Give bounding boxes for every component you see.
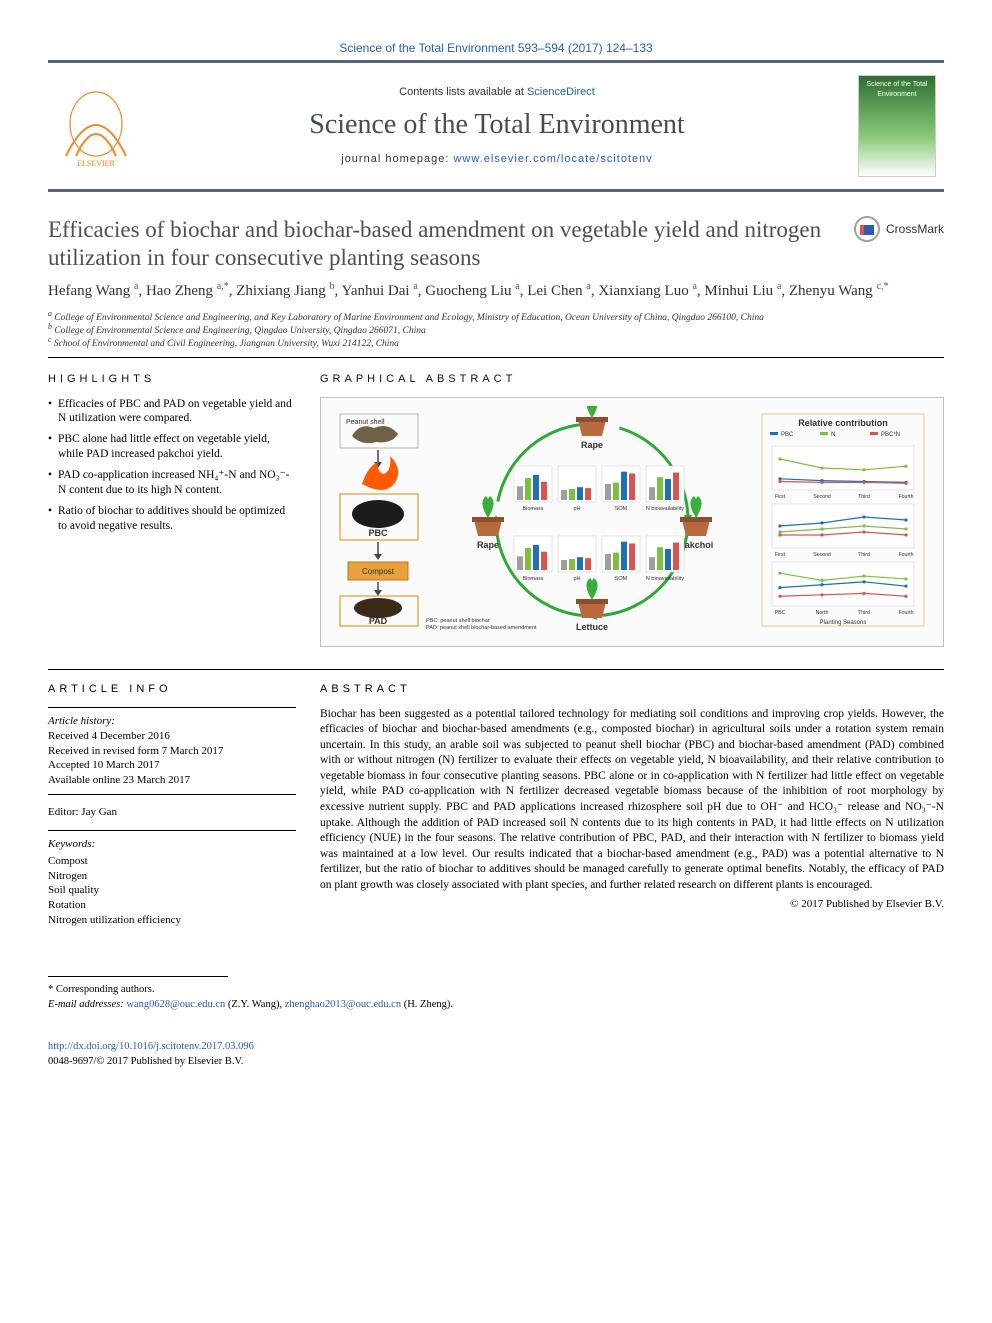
svg-text:Rape: Rape [477, 540, 499, 550]
abstract-text: Biochar has been suggested as a potentia… [320, 707, 944, 893]
svg-text:Fourth: Fourth [899, 610, 914, 616]
svg-text:SOM: SOM [615, 576, 628, 582]
article-history-label: Article history: [48, 714, 296, 729]
svg-text:Peanut shell: Peanut shell [346, 419, 385, 426]
svg-text:PBC*N: PBC*N [881, 432, 900, 438]
keyword-item: Soil quality [48, 883, 296, 898]
editor-line: Editor: Jay Gan [48, 805, 296, 820]
affiliation-line: b College of Environmental Science and E… [48, 325, 944, 337]
journal-name: Science of the Total Environment [148, 106, 846, 144]
svg-text:PBC: peanut shell biochar: PBC: peanut shell biochar [426, 618, 490, 624]
crossmark-label: CrossMark [886, 221, 944, 237]
crossmark-badge[interactable]: CrossMark [854, 216, 944, 242]
sciencedirect-link[interactable]: ScienceDirect [527, 86, 595, 98]
svg-text:Planting Seasons: Planting Seasons [820, 620, 867, 626]
abstract-section: ABSTRACT Biochar has been suggested as a… [320, 682, 944, 944]
svg-text:Third: Third [858, 610, 870, 616]
corr-email-link[interactable]: zhenghao2013@ouc.edu.cn [285, 999, 401, 1010]
svg-text:PBC: PBC [781, 432, 794, 438]
svg-text:First: First [775, 552, 786, 558]
svg-text:Relative contribution: Relative contribution [798, 418, 888, 428]
section-rule [48, 357, 944, 358]
journal-masthead: ELSEVIER Contents lists available at Sci… [48, 60, 944, 192]
history-line: Received in revised form 7 March 2017 [48, 744, 296, 759]
keyword-item: Compost [48, 854, 296, 869]
svg-text:North: North [816, 610, 829, 616]
abstract-head: ABSTRACT [320, 682, 944, 697]
svg-text:Third: Third [858, 552, 870, 558]
keyword-item: Rotation [48, 898, 296, 913]
svg-text:Rape: Rape [581, 440, 603, 450]
svg-text:First: First [775, 494, 786, 500]
keyword-item: Nitrogen [48, 869, 296, 884]
keywords-label: Keywords: [48, 837, 296, 852]
copyright-line: © 2017 Published by Elsevier B.V. [320, 897, 944, 912]
crossmark-icon [854, 216, 880, 242]
header-citation[interactable]: Science of the Total Environment 593–594… [48, 40, 944, 56]
history-line: Received 4 December 2016 [48, 729, 296, 744]
svg-text:PAD: peanut shell biochar-base: PAD: peanut shell biochar-based amendmen… [426, 625, 537, 631]
svg-text:PBC: PBC [775, 610, 786, 616]
svg-text:Second: Second [813, 494, 831, 500]
graphical-abstract-head: GRAPHICAL ABSTRACT [320, 372, 944, 387]
article-info-head: ARTICLE INFO [48, 682, 296, 697]
svg-text:pH: pH [573, 576, 580, 582]
history-line: Available online 23 March 2017 [48, 773, 296, 788]
corr-label: * Corresponding authors. [48, 983, 944, 998]
svg-text:Fourth: Fourth [899, 494, 914, 500]
highlights-section: HIGHLIGHTS Efficacies of PBC and PAD on … [48, 372, 296, 647]
highlight-item: Efficacies of PBC and PAD on vegetable y… [48, 397, 296, 427]
affiliation-line: c School of Environmental and Civil Engi… [48, 338, 944, 350]
svg-text:SOM: SOM [615, 506, 628, 512]
footer-separator [48, 976, 228, 977]
svg-text:Fourth: Fourth [899, 552, 914, 558]
footer-doi-block: http://dx.doi.org/10.1016/j.scitotenv.20… [48, 1040, 944, 1068]
graphical-abstract-section: GRAPHICAL ABSTRACT Peanut shell PBC Compos… [320, 372, 944, 647]
elsevier-logo-icon: ELSEVIER [56, 84, 136, 168]
doi-link[interactable]: http://dx.doi.org/10.1016/j.scitotenv.20… [48, 1041, 254, 1052]
authors-line: Hefang Wang a, Hao Zheng a,*, Zhixiang J… [48, 281, 944, 301]
history-line: Accepted 10 March 2017 [48, 758, 296, 773]
journal-homepage-link[interactable]: www.elsevier.com/locate/scitotenv [453, 153, 652, 165]
svg-text:Compost: Compost [362, 567, 395, 576]
svg-text:Third: Third [858, 494, 870, 500]
highlight-item: PAD co-application increased NH₄⁺-N and … [48, 468, 296, 498]
svg-text:PAD: PAD [369, 616, 388, 626]
svg-text:ELSEVIER: ELSEVIER [77, 159, 115, 168]
highlight-item: Ratio of biochar to additives should be … [48, 504, 296, 534]
svg-text:Biomass: Biomass [522, 576, 543, 582]
journal-homepage-prefix: journal homepage: [341, 153, 453, 165]
affiliations: a College of Environmental Science and E… [48, 312, 944, 351]
svg-text:Biomass: Biomass [522, 506, 543, 512]
keyword-item: Nitrogen utilization efficiency [48, 913, 296, 928]
svg-text:Second: Second [813, 552, 831, 558]
highlight-item: PBC alone had little effect on vegetable… [48, 432, 296, 462]
corr-email-link[interactable]: wang0628@ouc.edu.cn [126, 999, 225, 1010]
contents-lists-line: Contents lists available at ScienceDirec… [148, 85, 846, 100]
svg-text:PBC: PBC [368, 528, 388, 538]
svg-text:N: N [831, 432, 835, 438]
corresponding-authors-note: * Corresponding authors. E-mail addresse… [48, 983, 944, 1012]
svg-text:Lettuce: Lettuce [576, 622, 608, 632]
issn-copyright-line: 0048-9697/© 2017 Published by Elsevier B… [48, 1055, 944, 1069]
highlights-head: HIGHLIGHTS [48, 372, 296, 387]
article-info-section: ARTICLE INFO Article history: Received 4… [48, 682, 296, 944]
graphical-abstract-figure: Peanut shell PBC Compost PAD PBC: peanut she… [320, 397, 944, 648]
article-title: Efficacies of biochar and biochar-based … [48, 216, 834, 271]
email-label: E-mail addresses: [48, 999, 126, 1010]
svg-text:N bioavailability: N bioavailability [646, 576, 684, 582]
svg-text:pH: pH [573, 506, 580, 512]
svg-text:N bioavailability: N bioavailability [646, 506, 684, 512]
affiliation-line: a College of Environmental Science and E… [48, 312, 944, 324]
journal-cover-thumb: Science of the Total Environment [858, 75, 936, 177]
